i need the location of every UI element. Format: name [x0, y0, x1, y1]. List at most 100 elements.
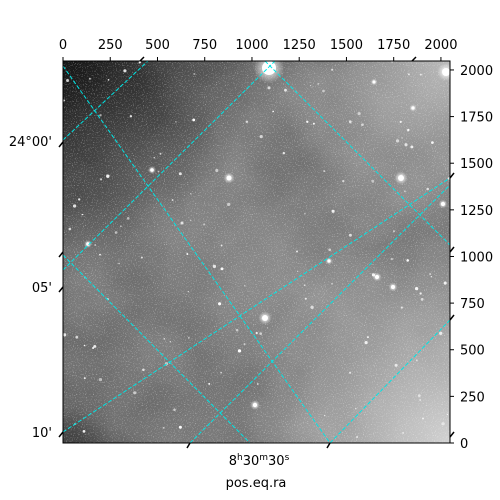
star [349, 371, 352, 374]
grid-line-7 [329, 319, 450, 443]
star [395, 139, 400, 143]
star [94, 244, 97, 246]
star [142, 368, 145, 372]
star [324, 414, 326, 417]
world-tick-2 [58, 431, 64, 438]
top-tick-label-1: 250 [98, 38, 123, 53]
star [391, 61, 393, 63]
bright-star [262, 315, 268, 321]
star [173, 408, 176, 412]
star [193, 73, 196, 75]
star [157, 170, 160, 173]
grid-line-3 [63, 61, 149, 141]
star [220, 267, 224, 271]
star [255, 331, 258, 335]
top-tick-label-3: 750 [192, 38, 217, 53]
star [81, 213, 84, 216]
star [66, 79, 69, 82]
star [63, 333, 67, 337]
star [93, 344, 97, 348]
ra-tick-label: 8h30m30s [229, 453, 290, 469]
star [126, 217, 130, 220]
star [304, 212, 306, 215]
star [98, 377, 103, 382]
top-tick-label-5: 1250 [283, 38, 316, 53]
star [355, 408, 357, 410]
star [441, 422, 445, 426]
star [310, 305, 314, 309]
star [439, 331, 443, 336]
right-tick-label-4: 1000 [460, 250, 493, 265]
top-tick-label-6: 1500 [330, 38, 363, 53]
star [203, 223, 206, 226]
star [323, 170, 326, 172]
star [153, 157, 155, 159]
star [426, 187, 429, 191]
right-tick-label-8: 2000 [460, 64, 493, 79]
star [235, 328, 239, 332]
star [282, 151, 286, 155]
star [297, 270, 299, 272]
star [123, 69, 127, 73]
star [175, 121, 177, 123]
star [75, 335, 79, 339]
grid-line-5 [63, 177, 450, 433]
star [419, 292, 422, 295]
world-tick-3 [58, 251, 64, 258]
grid-line-6 [189, 184, 450, 443]
world-tick-8 [449, 246, 455, 253]
star [342, 179, 345, 183]
star [133, 391, 137, 395]
star [399, 120, 402, 124]
star [169, 341, 171, 343]
dec-tick-label-0: 24°00' [9, 135, 52, 150]
star [192, 118, 196, 122]
right-pixel-axis: 0 250 500 750 1000 1250 1500 1750 2000 [450, 64, 493, 452]
star [295, 250, 299, 253]
star [129, 115, 133, 118]
star [187, 290, 189, 293]
star [430, 275, 433, 278]
star [208, 382, 211, 385]
star [331, 209, 335, 213]
star [322, 89, 325, 93]
star [366, 336, 369, 339]
star [140, 256, 143, 259]
top-pixel-axis: 0 250 500 750 1000 1250 1500 1750 2000 [59, 38, 457, 61]
star [393, 230, 395, 233]
right-tick-label-5: 1250 [460, 204, 493, 219]
top-tick-label-0: 0 [59, 38, 67, 53]
star [180, 221, 184, 225]
star [407, 128, 410, 132]
world-tick-7 [449, 314, 455, 321]
star [227, 202, 231, 207]
star [178, 172, 182, 176]
world-tick-6 [449, 172, 455, 179]
star [218, 302, 222, 306]
star [404, 143, 408, 147]
star [331, 68, 334, 71]
world-tick-0 [58, 141, 64, 148]
star [407, 73, 410, 76]
bright-star [442, 68, 450, 76]
star [99, 253, 101, 256]
star [244, 285, 246, 287]
star-field [63, 61, 450, 439]
star [356, 435, 359, 439]
star [215, 168, 219, 173]
right-tick-label-1: 250 [460, 390, 485, 405]
dec-tick-label-2: 10' [32, 426, 52, 441]
star [422, 417, 424, 420]
star [267, 86, 271, 90]
bright-star [411, 106, 415, 110]
star [245, 120, 249, 124]
star [159, 152, 162, 155]
star [83, 344, 86, 347]
star [317, 83, 319, 85]
right-tick-label-7: 1750 [460, 111, 493, 126]
star [212, 264, 217, 269]
star [190, 219, 192, 222]
star [188, 337, 190, 339]
world-tick-4 [186, 442, 191, 449]
